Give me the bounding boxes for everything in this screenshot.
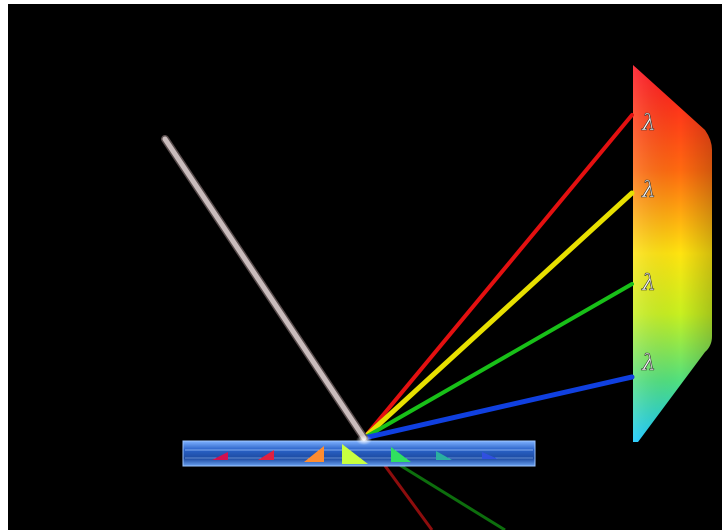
grating-groove-5 <box>391 447 411 462</box>
spectrum-screen-shading <box>633 65 712 442</box>
wavelength-label-yellow: λ <box>641 178 656 203</box>
grating-groove-1 <box>212 452 228 460</box>
grating-groove-7 <box>482 452 498 459</box>
wavelength-label-blue: λ <box>641 351 656 376</box>
grating-groove-4 <box>342 444 368 464</box>
diffraction-grating <box>182 435 536 467</box>
wavelength-label-green: λ <box>641 271 656 296</box>
diffracted-ray-red <box>362 113 634 440</box>
wavelength-label-red: λ <box>641 111 656 136</box>
wavelength-labels: λ λ λ λ <box>641 111 657 377</box>
grating-groove-2 <box>258 450 274 460</box>
diffracted-ray-green <box>362 282 634 440</box>
diffracted-ray-yellow <box>361 190 635 441</box>
grating-groove-3 <box>304 446 324 462</box>
diffracted-ray-blue <box>361 374 635 441</box>
diffracted-rays <box>361 113 635 441</box>
grating-groove-6 <box>436 451 452 460</box>
spectrum-screen <box>633 65 712 442</box>
grating-hotspot <box>356 435 372 445</box>
incident-beam <box>162 136 367 441</box>
